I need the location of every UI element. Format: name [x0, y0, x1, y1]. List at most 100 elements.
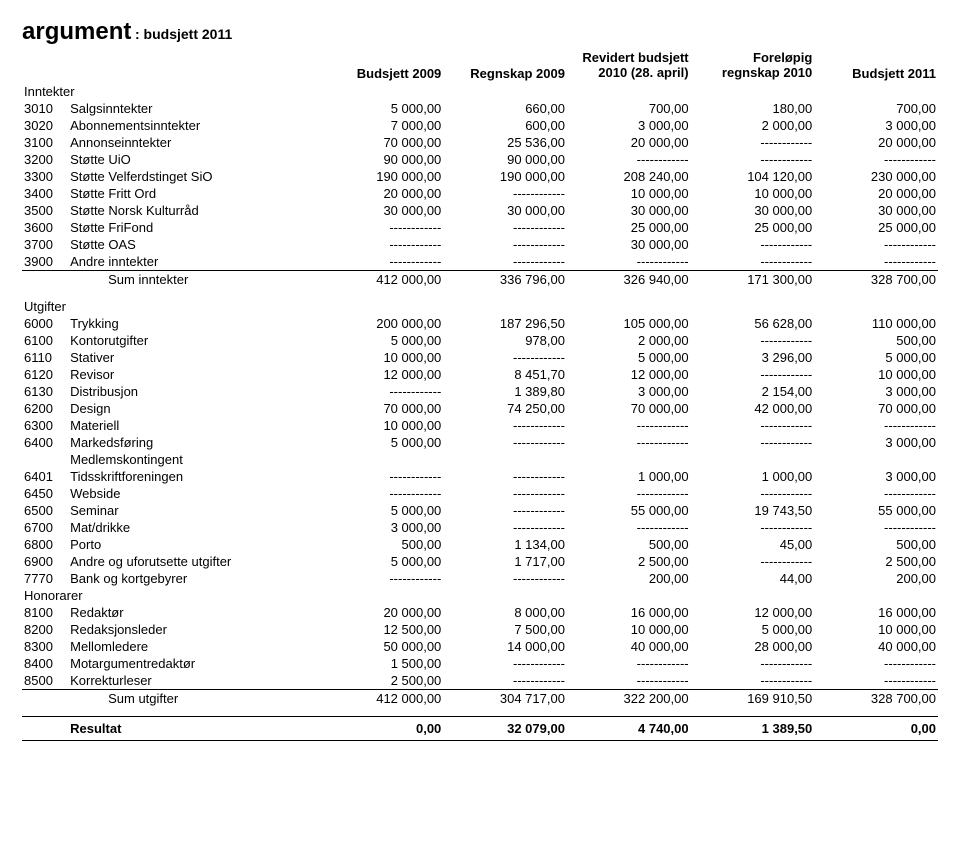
row-code: 3010 — [22, 100, 68, 117]
row-code: 3500 — [22, 202, 68, 219]
cell: 3 000,00 — [814, 434, 938, 451]
cell: 10 000,00 — [814, 621, 938, 638]
cell: 25 000,00 — [814, 219, 938, 236]
cell: 30 000,00 — [443, 202, 567, 219]
cell: 328 700,00 — [814, 270, 938, 288]
cell: ------------ — [691, 151, 815, 168]
row-label: Støtte Velferdstinget SiO — [68, 168, 320, 185]
cell: 5 000,00 — [567, 349, 691, 366]
cell: 1 389,80 — [443, 383, 567, 400]
cell: 20 000,00 — [814, 185, 938, 202]
cell: 10 000,00 — [320, 349, 444, 366]
row-label: Distribusjon — [68, 383, 320, 400]
row-code: 3700 — [22, 236, 68, 253]
table-row: 3300Støtte Velferdstinget SiO190 000,001… — [22, 168, 938, 185]
cell: 5 000,00 — [814, 349, 938, 366]
cell: ------------ — [443, 236, 567, 253]
cell: 0,00 — [814, 717, 938, 741]
cell: ------------ — [814, 655, 938, 672]
cell: 44,00 — [691, 570, 815, 587]
row-code: 3200 — [22, 151, 68, 168]
row-label: Andre inntekter — [68, 253, 320, 271]
table-row: 6120Revisor12 000,008 451,7012 000,00---… — [22, 366, 938, 383]
table-row: 3700Støtte OAS------------------------30… — [22, 236, 938, 253]
cell — [320, 451, 444, 468]
cell: 104 120,00 — [691, 168, 815, 185]
cell: 336 796,00 — [443, 270, 567, 288]
cell: ------------ — [567, 253, 691, 271]
cell: 20 000,00 — [814, 134, 938, 151]
cell: ------------ — [691, 553, 815, 570]
title-sub: : budsjett 2011 — [135, 26, 232, 42]
cell: 3 000,00 — [567, 117, 691, 134]
row-code: 8200 — [22, 621, 68, 638]
cell: 700,00 — [814, 100, 938, 117]
cell: ------------ — [443, 502, 567, 519]
cell: ------------ — [691, 366, 815, 383]
row-code: 3400 — [22, 185, 68, 202]
cell: 2 500,00 — [567, 553, 691, 570]
cell: 1 134,00 — [443, 536, 567, 553]
cell: 208 240,00 — [567, 168, 691, 185]
cell: ------------ — [443, 185, 567, 202]
table-row: 3500Støtte Norsk Kulturråd30 000,0030 00… — [22, 202, 938, 219]
table-row: 3400Støtte Fritt Ord 20 000,00 -----------… — [22, 185, 938, 202]
row-code: 6900 — [22, 553, 68, 570]
row-label: Annonseinntekter — [68, 134, 320, 151]
cell: ------------ — [320, 485, 444, 502]
cell: ------------ — [814, 151, 938, 168]
resultat-label: Resultat — [68, 717, 320, 741]
cell: ------------ — [814, 236, 938, 253]
row-code: 6200 — [22, 400, 68, 417]
cell: 30 000,00 — [320, 202, 444, 219]
table-row: 6700Mat/drikke3 000,00------------------… — [22, 519, 938, 536]
cell: ------------ — [320, 468, 444, 485]
cell: 326 940,00 — [567, 270, 691, 288]
cell: 200,00 — [814, 570, 938, 587]
header-revidert-budsjett: Revidert budsjett 2010 (28. april) — [567, 50, 691, 83]
cell: 40 000,00 — [814, 638, 938, 655]
cell: 1 000,00 — [567, 468, 691, 485]
cell: 28 000,00 — [691, 638, 815, 655]
cell: 30 000,00 — [691, 202, 815, 219]
cell: 180,00 — [691, 100, 815, 117]
cell: ------------ — [443, 672, 567, 690]
cell: ------------ — [691, 253, 815, 271]
cell: ------------ — [443, 655, 567, 672]
row-label: Salgsinntekter — [68, 100, 320, 117]
table-row: 6100Kontorutgifter5 000,00978,002 000,00… — [22, 332, 938, 349]
cell: ------------ — [567, 417, 691, 434]
cell: 328 700,00 — [814, 689, 938, 707]
cell: 500,00 — [814, 536, 938, 553]
cell: ------------ — [691, 434, 815, 451]
cell: 25 000,00 — [691, 219, 815, 236]
row-label: Redaksjonsleder — [68, 621, 320, 638]
cell: 12 500,00 — [320, 621, 444, 638]
cell — [814, 451, 938, 468]
table-row: 8200Redaksjonsleder12 500,007 500,00 10 0… — [22, 621, 938, 638]
table-row: 6200Design70 000,0074 250,0070 000,0042 … — [22, 400, 938, 417]
row-code: 3600 — [22, 219, 68, 236]
cell: 25 536,00 — [443, 134, 567, 151]
row-label: Støtte UiO — [68, 151, 320, 168]
row-label: Tidsskriftforeningen — [68, 468, 320, 485]
row-code: 8300 — [22, 638, 68, 655]
row-label: Støtte Fritt Ord — [68, 185, 320, 202]
table-row: 7770Bank og kortgebyrer-----------------… — [22, 570, 938, 587]
cell: 12 000,00 — [567, 366, 691, 383]
cell: ------------ — [443, 417, 567, 434]
cell: 200 000,00 — [320, 315, 444, 332]
cell: 7 500,00 — [443, 621, 567, 638]
cell: 12 000,00 — [320, 366, 444, 383]
cell: 500,00 — [814, 332, 938, 349]
row-label: Kontorutgifter — [68, 332, 320, 349]
cell: ------------ — [691, 332, 815, 349]
row-label: Mellomledere — [68, 638, 320, 655]
cell: 322 200,00 — [567, 689, 691, 707]
cell: 660,00 — [443, 100, 567, 117]
cell: 5 000,00 — [320, 100, 444, 117]
cell: 90 000,00 — [320, 151, 444, 168]
table-row: 8500Korrekturleser2 500,00--------------… — [22, 672, 938, 690]
cell: 187 296,50 — [443, 315, 567, 332]
cell: 3 000,00 — [814, 468, 938, 485]
